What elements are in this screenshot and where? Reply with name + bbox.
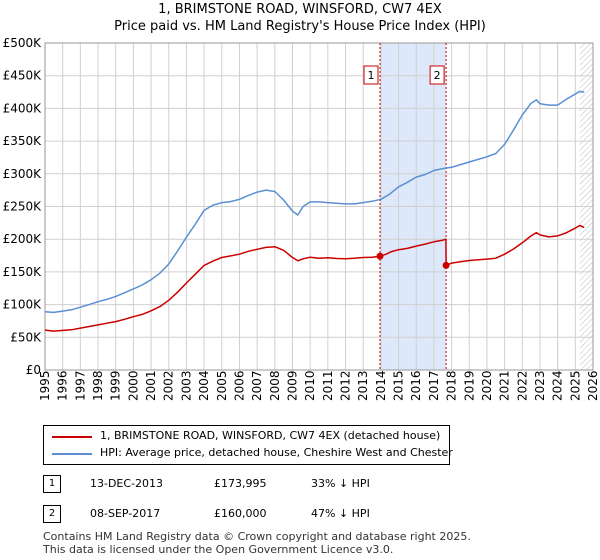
- transaction-badge: 1: [43, 475, 61, 493]
- legend-swatch-blue: [52, 453, 92, 455]
- y-tick-label: £450K: [3, 69, 43, 83]
- x-tick-label: 2020: [480, 370, 494, 401]
- y-tick-label: £300K: [3, 167, 43, 181]
- x-tick-label: 2002: [162, 370, 176, 401]
- price-chart: £0 £50K £100K £150K £200K £250K £300K £350K £400…: [3, 36, 600, 401]
- x-tick-label: 2009: [285, 370, 299, 401]
- sale-marker-label: 2: [434, 69, 441, 82]
- transaction-price: £160,000: [214, 507, 267, 520]
- x-tick-label: 1995: [38, 370, 52, 401]
- y-tick-label: £150K: [3, 265, 43, 279]
- transaction-hpi: 33% ↓ HPI: [311, 477, 370, 490]
- x-tick-label: 2005: [215, 370, 229, 401]
- legend-label-hpi: HPI: Average price, detached house, Ches…: [100, 446, 453, 459]
- sale-point: [376, 252, 384, 260]
- sale-marker-box: [429, 65, 445, 85]
- transaction-date: 08-SEP-2017: [90, 507, 161, 520]
- sale-marker-box: [363, 65, 379, 85]
- sale-point: [442, 261, 450, 269]
- transaction-row: 2 08-SEP-2017 £160,000 47% ↓ HPI: [0, 505, 600, 525]
- x-tick-label: 2026: [586, 370, 600, 401]
- x-tick-label: 2001: [144, 370, 158, 401]
- x-tick-label: 2004: [197, 370, 211, 401]
- x-tick-label: 1996: [56, 370, 70, 401]
- footer-licence: This data is licensed under the Open Gov…: [43, 543, 394, 556]
- x-tick-label: 2000: [126, 370, 140, 401]
- x-tick-label: 2017: [427, 370, 441, 401]
- x-tick-label: 2007: [250, 370, 264, 401]
- transaction-row: 1 13-DEC-2013 £173,995 33% ↓ HPI: [0, 475, 600, 495]
- x-tick-label: 2023: [533, 370, 547, 401]
- legend-swatch-red: [52, 436, 92, 438]
- y-tick-label: £250K: [3, 200, 43, 214]
- x-tick-label: 2022: [515, 370, 529, 401]
- y-tick-label: £50K: [10, 330, 42, 344]
- chart-subtitle: Price paid vs. HM Land Registry's House …: [114, 19, 486, 34]
- transaction-date: 13-DEC-2013: [90, 477, 164, 490]
- footer-copyright: Contains HM Land Registry data © Crown c…: [43, 530, 471, 543]
- chart-title: 1, BRIMSTONE ROAD, WINSFORD, CW7 4EX: [158, 2, 442, 17]
- y-tick-label: £200K: [3, 232, 43, 246]
- x-tick-label: 1997: [73, 370, 87, 401]
- plot-border: [44, 42, 594, 371]
- y-tick-label: £100K: [3, 298, 43, 312]
- y-tick-label: £400K: [3, 101, 43, 115]
- x-tick-label: 2024: [551, 370, 565, 401]
- x-tick-label: 2016: [409, 370, 423, 401]
- x-tick-label: 2021: [498, 370, 512, 401]
- transaction-hpi: 47% ↓ HPI: [311, 507, 370, 520]
- x-tick-label: 2012: [339, 370, 353, 401]
- legend-entry-property: 1, BRIMSTONE ROAD, WINSFORD, CW7 4EX (de…: [44, 429, 444, 445]
- transaction-badge: 2: [43, 505, 61, 523]
- legend-entry-hpi: HPI: Average price, detached house, Ches…: [44, 446, 453, 462]
- x-tick-label: 2010: [303, 370, 317, 401]
- x-tick-label: 1998: [91, 370, 105, 401]
- transaction-price: £173,995: [214, 477, 267, 490]
- x-tick-label: 2019: [462, 370, 476, 401]
- x-tick-label: 2014: [374, 370, 388, 401]
- x-tick-label: 2008: [268, 370, 282, 401]
- hpi-series-line: [44, 90, 585, 314]
- y-tick-label: £500K: [3, 36, 43, 50]
- x-tick-label: 2025: [568, 370, 582, 401]
- y-tick-label: £350K: [3, 134, 43, 148]
- x-tick-label: 1999: [109, 370, 123, 401]
- x-tick-label: 2011: [321, 370, 335, 401]
- x-tick-label: 2006: [232, 370, 246, 401]
- x-tick-label: 2015: [392, 370, 406, 401]
- y-tick-label: £0: [26, 363, 41, 377]
- x-tick-label: 2018: [445, 370, 459, 401]
- x-tick-label: 2013: [356, 370, 370, 401]
- sale-marker-label: 1: [367, 69, 374, 82]
- property-series-line: [44, 224, 585, 332]
- legend-label-property: 1, BRIMSTONE ROAD, WINSFORD, CW7 4EX (de…: [100, 429, 441, 442]
- chart-legend: 1, BRIMSTONE ROAD, WINSFORD, CW7 4EX (de…: [43, 425, 453, 465]
- x-tick-label: 2003: [179, 370, 193, 401]
